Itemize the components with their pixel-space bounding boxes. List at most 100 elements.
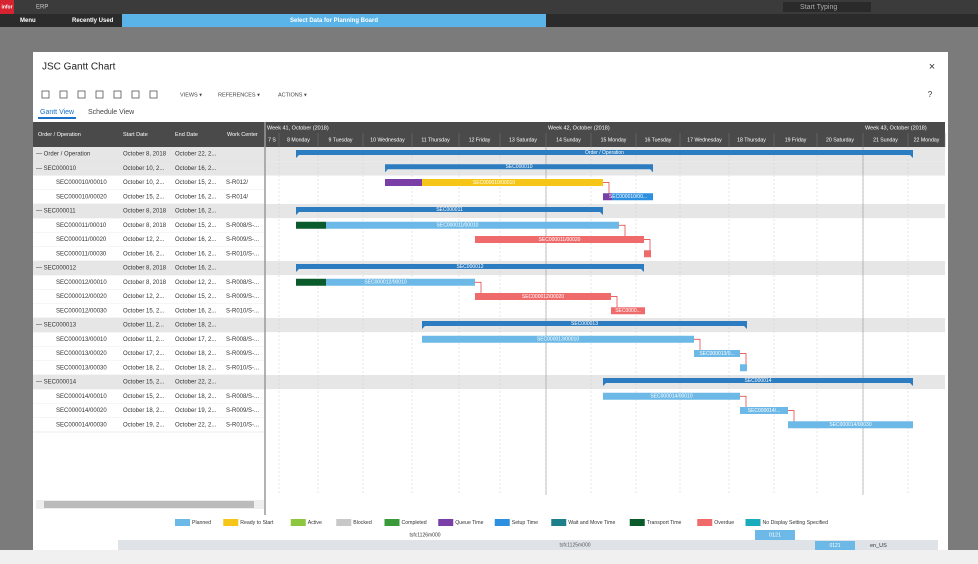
operation-bar bbox=[422, 335, 694, 343]
recently-used[interactable]: Recently Used bbox=[72, 18, 114, 24]
legend-swatch bbox=[290, 519, 306, 526]
tab[interactable]: Schedule View bbox=[88, 109, 135, 116]
legend-label: Active bbox=[308, 520, 322, 526]
work-center-cell: S-R008/S-... bbox=[226, 223, 259, 229]
order-cell: — SEC000010 bbox=[36, 166, 77, 172]
toolbar-icon[interactable] bbox=[131, 90, 140, 99]
order-cell: SEC000012/00030 bbox=[56, 308, 107, 314]
toolbar-menu[interactable]: VIEWS ▾ bbox=[180, 92, 202, 98]
bar-label: SEC000012/00020 bbox=[522, 294, 564, 300]
toolbar-icon[interactable] bbox=[149, 90, 158, 99]
close-button[interactable]: × bbox=[929, 61, 935, 73]
day-label: 16 Tuesday bbox=[645, 137, 672, 143]
bar-label: SEC000011/00010 bbox=[437, 223, 479, 229]
bar-label: SEC000012/00010 bbox=[364, 280, 406, 286]
row bbox=[33, 360, 945, 375]
order-cell: — SEC000013 bbox=[36, 323, 77, 329]
operation-bar bbox=[694, 350, 740, 357]
column-header: Work Center bbox=[227, 132, 258, 138]
end-date-cell: October 12, 2... bbox=[175, 280, 217, 286]
end-date-cell: October 22, 2... bbox=[175, 152, 217, 158]
order-cell: SEC000012/00020 bbox=[56, 294, 107, 300]
work-center-cell: S-R008/S-... bbox=[226, 394, 259, 400]
status-tab-label: 0121 bbox=[769, 532, 781, 538]
toolbar-menu[interactable]: REFERENCES ▾ bbox=[218, 92, 260, 98]
end-date-cell: October 22, 2... bbox=[175, 422, 217, 428]
legend-swatch bbox=[438, 519, 454, 526]
operation-bar bbox=[740, 364, 747, 372]
end-date-cell: October 16, 2... bbox=[175, 251, 217, 257]
summary-bar bbox=[385, 164, 653, 170]
start-date-cell: October 18, 2... bbox=[123, 365, 165, 371]
bar-label: SEC000010 bbox=[506, 164, 533, 170]
logo-box bbox=[0, 0, 14, 14]
start-date-cell: October 11, 2... bbox=[123, 337, 164, 343]
legend-swatch bbox=[697, 519, 713, 526]
start-date-cell: October 15, 2... bbox=[123, 308, 165, 314]
legend-label: Completed bbox=[402, 520, 427, 526]
work-center-cell: S-R009/S-... bbox=[226, 237, 259, 243]
toolbar-menu[interactable]: ACTIONS ▾ bbox=[278, 92, 307, 98]
column-header: Start Date bbox=[123, 132, 148, 138]
session-code: tsfc1126m000 bbox=[409, 532, 440, 538]
summary-bar bbox=[296, 207, 603, 212]
toolbar-icon[interactable] bbox=[95, 90, 104, 99]
scroll-thumb[interactable] bbox=[44, 501, 254, 508]
start-date-cell: October 10, 2... bbox=[123, 166, 165, 172]
legend-label: Planned bbox=[192, 520, 211, 526]
toolbar-icon[interactable] bbox=[77, 90, 86, 99]
dialog-title: JSC Gantt Chart bbox=[42, 62, 116, 73]
work-center-cell: S-R010/S-... bbox=[226, 308, 259, 314]
order-cell: SEC000014/00030 bbox=[56, 422, 107, 428]
end-date-cell: October 22, 2... bbox=[175, 380, 217, 386]
day-label: 10 Wednesday bbox=[370, 137, 405, 143]
toolbar-icon[interactable] bbox=[59, 90, 68, 99]
menu-button[interactable]: Menu bbox=[20, 18, 36, 24]
summary-bar bbox=[422, 321, 747, 326]
end-date-cell: October 16, 2... bbox=[175, 209, 217, 215]
work-center-cell: S-R009/S-... bbox=[226, 408, 259, 414]
bar-label: SEC000011/00020 bbox=[539, 237, 581, 243]
work-center-cell: S-R009/S-... bbox=[226, 351, 259, 357]
legend-label: Transport Time bbox=[647, 520, 682, 526]
work-center-cell: S-R012/ bbox=[226, 180, 248, 186]
operation-bar bbox=[788, 421, 913, 429]
session-bar bbox=[118, 540, 938, 550]
bar-label: SEC000010/00... bbox=[609, 194, 647, 200]
tab[interactable]: Gantt View bbox=[40, 109, 75, 116]
day-label: 21 Sunday bbox=[873, 137, 898, 143]
status-language: en_US bbox=[870, 543, 887, 549]
bar-label: SEC000010/00010 bbox=[473, 180, 515, 186]
end-date-cell: October 18, 2... bbox=[175, 365, 217, 371]
toolbar-icon[interactable] bbox=[41, 90, 50, 99]
work-center-cell: S-R008/S-... bbox=[226, 280, 259, 286]
search-box[interactable] bbox=[783, 2, 871, 12]
summary-bar bbox=[603, 378, 913, 383]
legend-swatch bbox=[223, 519, 239, 526]
bar-label: SEC000012 bbox=[457, 264, 484, 270]
legend-label: Wait and Move Time bbox=[568, 520, 615, 526]
status-tab[interactable] bbox=[755, 530, 795, 540]
operation-bar bbox=[326, 221, 619, 229]
start-date-cell: October 15, 2... bbox=[123, 194, 165, 200]
status-company: 0121 bbox=[829, 543, 840, 549]
tab-underline bbox=[38, 117, 76, 119]
column-header: End Date bbox=[175, 132, 198, 138]
legend-swatch bbox=[629, 519, 645, 526]
summary-bar bbox=[296, 150, 913, 155]
start-date-cell: October 18, 2... bbox=[123, 408, 165, 414]
logo: infor bbox=[1, 4, 12, 10]
end-date-cell: October 15, 2... bbox=[175, 223, 217, 229]
row bbox=[33, 246, 945, 261]
timeline-header bbox=[265, 122, 945, 147]
help-button[interactable]: ? bbox=[928, 90, 933, 99]
bar-label: SEC0000... bbox=[615, 308, 641, 314]
end-date-cell: October 19, 2... bbox=[175, 408, 217, 414]
day-label: 19 Friday bbox=[785, 137, 807, 143]
banner-tab[interactable] bbox=[122, 14, 546, 27]
operation-bar bbox=[296, 221, 326, 229]
toolbar-icon[interactable] bbox=[113, 90, 122, 99]
work-center-cell: S-R009/S-... bbox=[226, 294, 259, 300]
row bbox=[33, 189, 945, 204]
